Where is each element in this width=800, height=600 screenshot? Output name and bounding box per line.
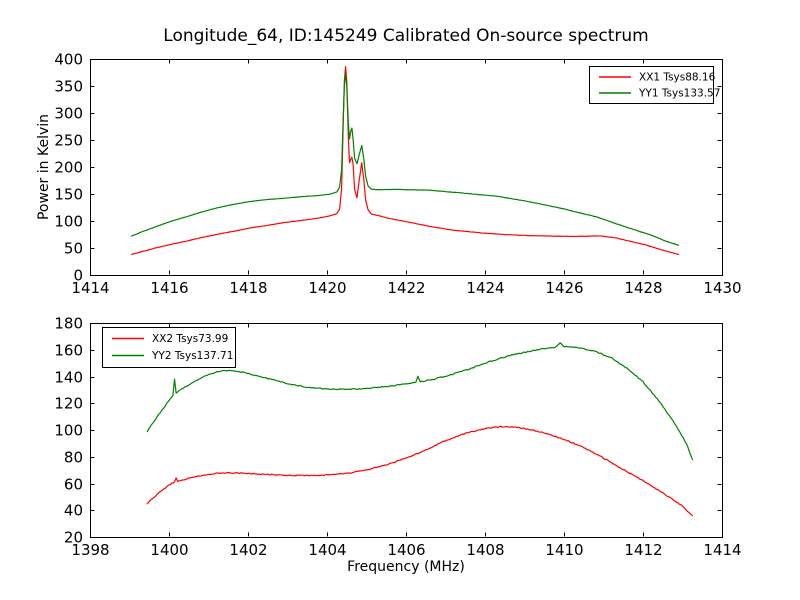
plot-2-legend: XX2 Tsys73.99 YY2 Tsys137.71	[102, 327, 236, 368]
y-tick-label: 150	[54, 186, 83, 204]
legend-label: YY1 Tsys133.57	[638, 88, 720, 100]
y-tick-label: 180	[54, 315, 83, 333]
plot-1: 1414 1416 1418 1420 1422 1424 1426 1428 1430 0 50 1…	[54, 51, 741, 298]
plot-2: 1398 1400 1402 1404 1406 1408 1410 1412 1414 20 40…	[54, 315, 741, 560]
legend-label: YY2 Tsys137.71	[151, 350, 233, 362]
y-tick-label: 60	[64, 476, 83, 494]
x-tick-label: 1410	[545, 541, 583, 559]
x-tick-label: 1412	[624, 541, 662, 559]
y-tick-label: 20	[64, 529, 83, 547]
x-tick-label: 1400	[150, 541, 188, 559]
legend-box	[589, 66, 714, 104]
x-tick-label: 1424	[466, 279, 504, 297]
y-tick-label: 300	[54, 105, 83, 123]
x-tick-label: 1398	[71, 541, 109, 559]
plot-1-series-XX1-line	[130, 66, 680, 256]
x-tick-label: 1402	[229, 541, 267, 559]
y-tick-label: 100	[54, 213, 83, 231]
x-tick-label: 1422	[387, 279, 425, 297]
x-tick-label: 1406	[387, 541, 425, 559]
x-tick-label: 1428	[624, 279, 662, 297]
y-tick-label: 50	[64, 240, 83, 258]
y-tick-label: 200	[54, 159, 83, 177]
plot-1-series-YY1-line	[130, 72, 680, 246]
figure-title: Longitude_64, ID:145249 Calibrated On-so…	[163, 26, 649, 46]
plot-2-series-YY2-line	[146, 342, 693, 461]
y-tick-label: 40	[64, 502, 83, 520]
x-tick-label: 1414	[71, 279, 109, 297]
y-tick-label: 350	[54, 78, 83, 96]
y-tick-label: 140	[54, 369, 83, 387]
y-tick-label: 120	[54, 395, 83, 413]
x-tick-label: 1420	[308, 279, 346, 297]
legend-box	[102, 327, 236, 368]
x-tick-label: 1416	[150, 279, 188, 297]
y-tick-label: 400	[54, 51, 83, 69]
x-tick-label: 1408	[466, 541, 504, 559]
x-tick-label: 1426	[545, 279, 583, 297]
x-tick-label: 1414	[703, 541, 741, 559]
y-tick-label: 160	[54, 342, 83, 360]
x-tick-label: 1430	[703, 279, 741, 297]
y-tick-label: 80	[64, 449, 83, 467]
y-tick-label: 0	[73, 267, 83, 285]
x-tick-label: 1418	[229, 279, 267, 297]
x-tick-label: 1404	[308, 541, 346, 559]
plot-1-legend: XX1 Tsys88.16 YY1 Tsys133.57	[589, 66, 720, 104]
y-tick-label: 100	[54, 422, 83, 440]
y-tick-label: 250	[54, 132, 83, 150]
plot-2-series-XX2-line	[146, 425, 693, 517]
legend-label: XX1 Tsys88.16	[639, 72, 716, 84]
x-axis-label: Frequency (MHz)	[347, 559, 465, 575]
legend-label: XX2 Tsys73.99	[152, 333, 228, 345]
